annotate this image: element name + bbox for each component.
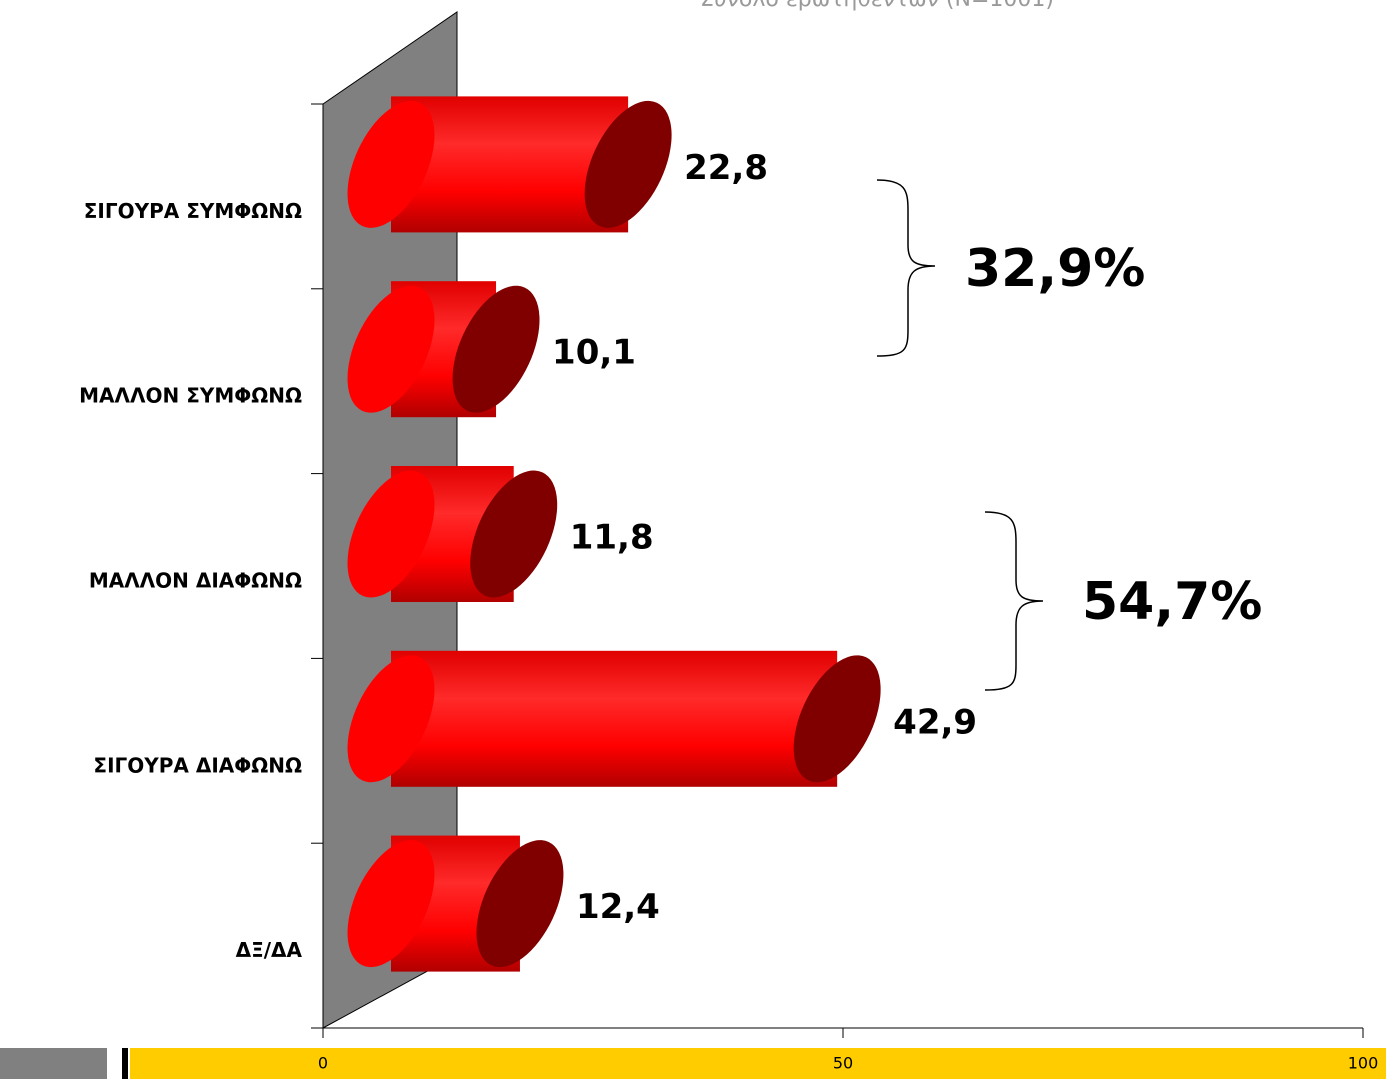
x-tick-label: 100 — [1348, 1054, 1379, 1073]
bar-end — [476, 840, 564, 968]
bar-start — [347, 100, 435, 228]
bar-start — [347, 840, 435, 968]
bar-end — [452, 285, 540, 413]
y-tick-label: ΣΙΓΟΥΡΑ ΣΥΜΦΩΝΩ — [84, 199, 302, 223]
subtitle: Σύνολο ερωτηθέντων (Ν=1001) — [700, 0, 1054, 12]
bar — [347, 281, 540, 418]
bar — [347, 96, 672, 233]
brace — [876, 179, 936, 357]
bar-end — [793, 655, 881, 783]
value-label: 12,4 — [576, 887, 660, 927]
y-tick-label: ΔΞ/ΔΑ — [236, 938, 303, 962]
footer-band — [130, 1048, 1386, 1079]
bar — [347, 466, 558, 602]
annotation: 54,7% — [1082, 572, 1262, 632]
footer-black — [122, 1048, 128, 1079]
value-label: 10,1 — [552, 333, 636, 373]
bar — [347, 835, 564, 972]
brace — [984, 511, 1044, 691]
value-label: 22,8 — [684, 148, 768, 188]
x-tick-label: 0 — [318, 1054, 328, 1073]
footer-gray — [0, 1048, 107, 1079]
value-label: 11,8 — [570, 518, 654, 558]
annotation: 32,9% — [965, 239, 1145, 299]
y-tick-label: ΜΑΛΛΟΝ ΔΙΑΦΩΝΩ — [89, 569, 302, 593]
y-tick-label: ΣΙΓΟΥΡΑ ΔΙΑΦΩΝΩ — [93, 753, 302, 777]
y-tick-label: ΜΑΛΛΟΝ ΣΥΜΦΩΝΩ — [79, 384, 302, 408]
bar-start — [347, 655, 435, 783]
x-tick-label: 50 — [833, 1054, 853, 1073]
bar-body — [391, 650, 838, 787]
value-label: 42,9 — [893, 702, 977, 742]
bar-end — [584, 100, 672, 228]
bar-start — [347, 285, 435, 413]
bar — [347, 650, 881, 787]
bar-end — [470, 470, 558, 598]
bar-start — [347, 470, 435, 598]
